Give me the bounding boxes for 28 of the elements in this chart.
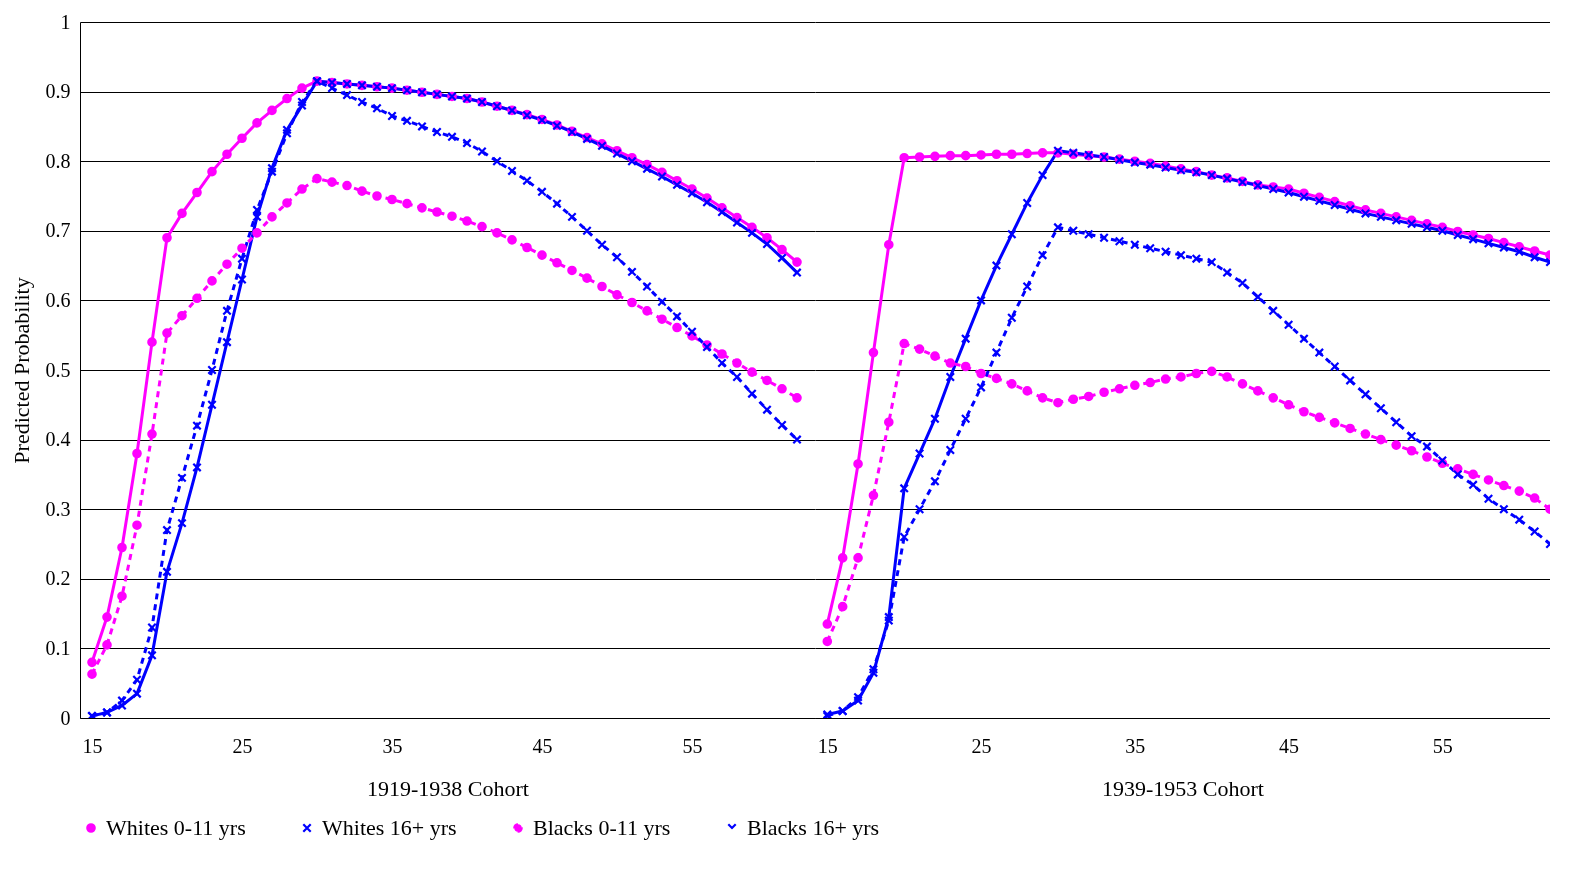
x-axis-title: 1919-1938 Cohort bbox=[367, 775, 529, 801]
y-axis-title: Predicted Probability bbox=[8, 277, 34, 464]
legend-label: Whites 16+ yrs bbox=[322, 815, 457, 840]
x-tick-label: 15 bbox=[82, 734, 103, 757]
legend-label: Whites 0-11 yrs bbox=[106, 815, 246, 840]
y-tick-label: 0 bbox=[60, 706, 71, 729]
y-tick-label: 0.4 bbox=[45, 428, 71, 451]
y-tick-label: 0.9 bbox=[45, 80, 71, 103]
x-tick-label: 55 bbox=[1432, 734, 1453, 757]
x-tick-label: 45 bbox=[532, 734, 553, 757]
y-tick-label: 0.1 bbox=[45, 636, 71, 659]
x-tick-label: 25 bbox=[971, 734, 992, 757]
x-tick-label: 25 bbox=[232, 734, 253, 757]
x-tick-label: 55 bbox=[682, 734, 703, 757]
y-tick-label: 0.3 bbox=[45, 497, 71, 520]
legend-label: Blacks 16+ yrs bbox=[747, 815, 880, 840]
x-tick-label: 35 bbox=[382, 734, 403, 757]
x-tick-label: 15 bbox=[817, 734, 838, 757]
x-tick-label: 35 bbox=[1125, 734, 1146, 757]
y-tick-label: 1 bbox=[60, 10, 71, 33]
y-tick-label: 0.5 bbox=[45, 358, 71, 381]
x-axis-title: 1939-1953 Cohort bbox=[1102, 775, 1264, 801]
y-tick-label: 0.2 bbox=[45, 567, 71, 590]
y-tick-label: 0.8 bbox=[45, 149, 71, 172]
legend-label: Blacks 0-11 yrs bbox=[533, 815, 671, 840]
y-tick-label: 0.7 bbox=[45, 219, 71, 242]
x-tick-label: 45 bbox=[1279, 734, 1300, 757]
y-tick-label: 0.6 bbox=[45, 288, 71, 311]
